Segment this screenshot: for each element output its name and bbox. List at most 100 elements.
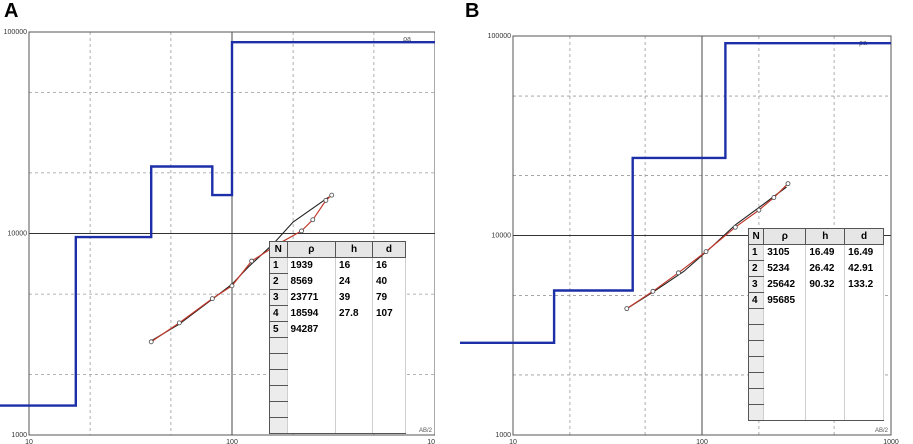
table-row: 3 23771 39 79 <box>269 289 407 306</box>
data-point <box>229 283 235 289</box>
y-tick-label: 1000 <box>11 432 27 439</box>
table-cell <box>747 388 765 405</box>
table-cell: 3105 <box>763 244 807 261</box>
table-cell: 39 <box>335 289 373 306</box>
table-row: 4 18594 27.8 107 <box>269 305 407 322</box>
data-point <box>310 217 316 223</box>
table-cell <box>747 404 765 421</box>
table-empty-row <box>747 404 884 421</box>
table-cell: 16 <box>371 257 407 274</box>
table-empty-row <box>269 401 407 418</box>
table-cell <box>805 340 846 357</box>
fitted-curve <box>150 194 333 343</box>
table-cell <box>371 321 407 338</box>
table-cell <box>269 385 288 402</box>
table-cell <box>269 369 288 386</box>
model-step-curve <box>460 42 891 344</box>
data-point <box>209 296 215 302</box>
table-cell <box>844 356 884 373</box>
table-cell: 8569 <box>286 273 337 290</box>
table-cell <box>763 356 807 373</box>
table-cell <box>844 372 884 389</box>
plot-frame <box>28 31 435 436</box>
table-header: h <box>335 241 373 258</box>
data-point <box>176 320 182 326</box>
table-cell <box>844 388 884 405</box>
data-point <box>299 228 304 234</box>
table-cell <box>805 292 846 309</box>
x-axis-label: AB/2 <box>419 428 433 434</box>
table-cell <box>747 324 765 341</box>
table-cell: 5234 <box>763 260 807 277</box>
table-cell <box>286 337 337 354</box>
table-cell <box>371 417 407 434</box>
table-cell <box>286 385 337 402</box>
chart-panel-a: 10 100 1000 1000 10000 100000 AB/2 ρa <box>0 25 435 444</box>
table-cell <box>335 321 373 338</box>
table-cell <box>844 404 884 421</box>
x-tick-label: 10 <box>25 439 33 444</box>
table-header: d <box>844 228 884 245</box>
table-empty-row <box>269 353 407 370</box>
table-empty-row <box>747 356 884 373</box>
table-row: 2 5234 26.42 42.91 <box>747 260 884 277</box>
table-cell: 95685 <box>763 292 807 309</box>
table-row: 5 94287 <box>269 321 407 338</box>
table-cell <box>286 401 337 418</box>
table-cell <box>269 353 288 370</box>
table-cell <box>371 385 407 402</box>
data-point <box>675 270 681 276</box>
table-cell <box>335 385 373 402</box>
table-cell <box>805 388 846 405</box>
table-empty-row <box>269 385 407 402</box>
table-cell <box>844 292 884 309</box>
table-cell: 23771 <box>286 289 337 306</box>
y-tick-label: 100000 <box>4 29 27 36</box>
table-cell <box>763 372 807 389</box>
x-tick-label: 1000 <box>427 439 435 444</box>
table-empty-row <box>747 372 884 389</box>
data-point <box>732 224 738 230</box>
data-point <box>650 288 656 294</box>
table-cell: 16.49 <box>805 244 846 261</box>
table-cell <box>371 353 407 370</box>
table-cell: 1 <box>269 257 288 274</box>
data-point <box>771 195 777 200</box>
table-cell <box>371 369 407 386</box>
data-point <box>148 339 154 345</box>
table-empty-row <box>747 308 884 325</box>
table-empty-row <box>269 369 407 386</box>
table-cell <box>805 324 846 341</box>
x-axis-label: AB/2 <box>875 428 889 434</box>
panel-label-a: A <box>4 0 19 22</box>
table-cell: 3 <box>747 276 765 293</box>
table-cell <box>763 404 807 421</box>
table-cell <box>335 401 373 418</box>
table-cell: 5 <box>269 321 288 338</box>
y-tick-label: 10000 <box>492 233 512 240</box>
table-header: N <box>747 228 765 245</box>
y-tick-label: 10000 <box>8 231 28 238</box>
table-empty-row <box>747 324 884 341</box>
table-row: 3 25642 90.32 133.2 <box>747 276 884 293</box>
x-tick-label: 1000 <box>883 439 899 444</box>
table-header: ρ <box>763 228 807 245</box>
table-cell <box>269 417 288 434</box>
table-empty-row <box>747 388 884 405</box>
table-cell: 3 <box>269 289 288 306</box>
table-cell <box>763 308 807 325</box>
data-point <box>785 181 791 187</box>
table-cell <box>286 353 337 370</box>
table-cell: 94287 <box>286 321 337 338</box>
table-cell <box>747 308 765 325</box>
table-header: d <box>371 241 407 258</box>
table-empty-row <box>269 337 407 354</box>
data-point <box>249 258 255 264</box>
table-cell <box>335 337 373 354</box>
table-cell <box>763 340 807 357</box>
table-cell <box>747 340 765 357</box>
table-header: h <box>805 228 846 245</box>
